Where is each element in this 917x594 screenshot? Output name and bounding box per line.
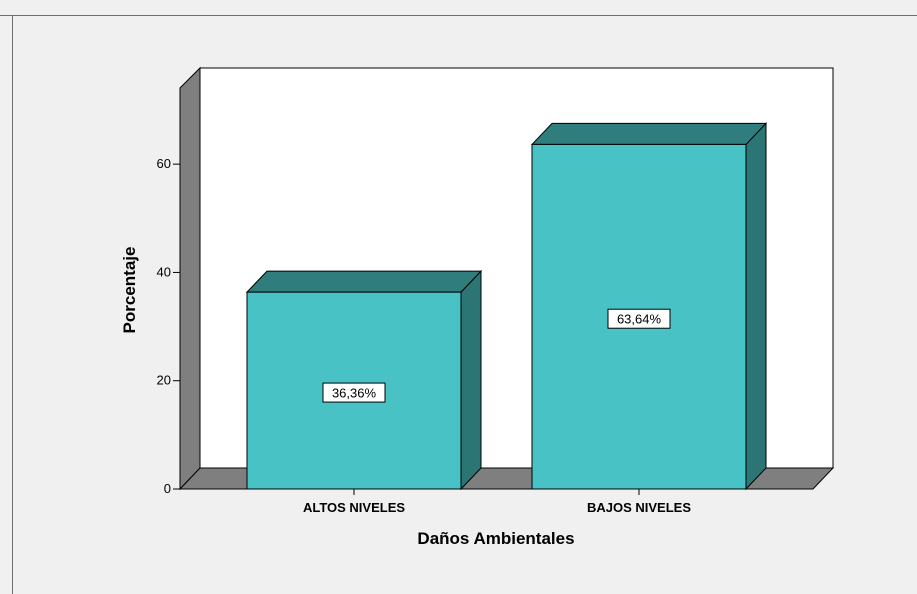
y-tick-label: 20	[157, 373, 171, 388]
bar: 63,64%	[530, 122, 768, 491]
bar-side-face	[460, 269, 482, 491]
data-label: 63,64%	[617, 312, 662, 327]
bar: 36,36%	[245, 269, 483, 491]
side-wall	[179, 66, 201, 491]
data-label: 36,36%	[332, 386, 377, 401]
bars: 36,36% 63,64%	[245, 122, 768, 491]
data-label-box	[322, 382, 386, 403]
y-tick-label: 60	[157, 156, 171, 171]
y-axis-title: Porcentaje	[120, 247, 139, 334]
x-tick-label: ALTOS NIVELES	[303, 500, 405, 515]
data-label-box	[607, 308, 671, 329]
x-axis-title: Daños Ambientales	[417, 529, 574, 548]
bar-top-face	[530, 122, 768, 145]
x-tick-label: BAJOS NIVELES	[587, 500, 691, 515]
bar-side-face	[745, 122, 767, 491]
y-tick-label: 0	[164, 481, 171, 496]
x-axis: ALTOS NIVELES BAJOS NIVELES	[180, 488, 813, 515]
bar-top-face	[245, 270, 483, 293]
y-tick-label: 40	[157, 264, 171, 279]
y-axis: 0 20 40 60	[157, 156, 180, 496]
